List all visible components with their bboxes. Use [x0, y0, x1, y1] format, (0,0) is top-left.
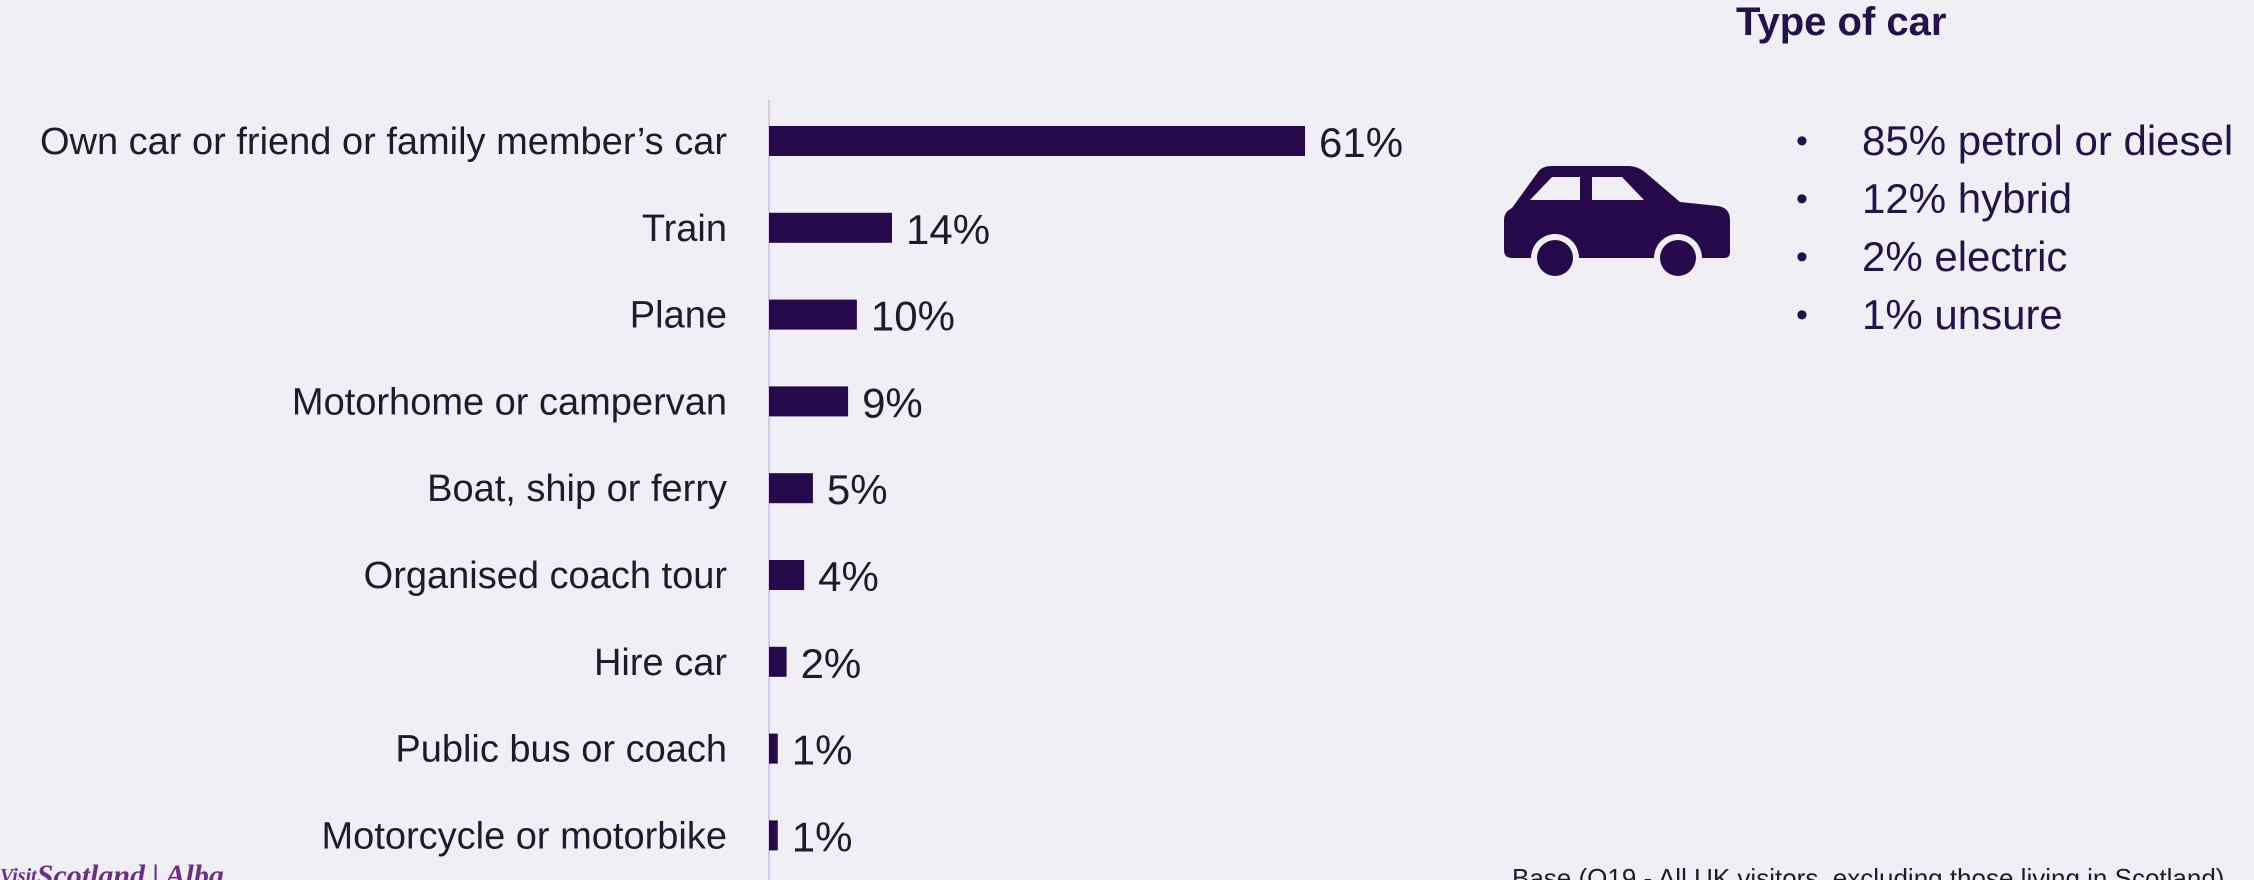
value-label: 2% — [801, 640, 862, 687]
category-label: Hire car — [594, 642, 727, 684]
bar — [769, 733, 778, 764]
car-type-item: • 12% hybrid — [1796, 170, 2254, 228]
category-label: Plane — [630, 295, 727, 337]
car-type-item: • 2% electric — [1796, 228, 2254, 286]
category-label: Organised coach tour — [364, 555, 728, 597]
bar — [769, 473, 813, 504]
mode-of-transport-bar-chart: Own car or friend or family member’s car… — [40, 100, 1403, 880]
bullet-icon: • — [1796, 180, 1808, 218]
car-type-item-label: 85% petrol or diesel — [1862, 117, 2234, 164]
category-label: Own car or friend or family member’s car — [40, 121, 727, 163]
bullet-icon: • — [1796, 296, 1808, 334]
bullet-icon: • — [1796, 122, 1808, 160]
car-type-item-label: 2% electric — [1862, 233, 2068, 280]
bar — [769, 299, 857, 330]
car-type-panel: Type of car • 85% petrol or diesel • 12% h… — [1500, 0, 2254, 380]
bullet-icon: • — [1796, 238, 1808, 276]
car-type-item: • 1% unsure — [1796, 286, 2254, 344]
bar — [769, 126, 1305, 156]
logo-visit-text: Visit — [0, 865, 37, 880]
value-label: 1% — [792, 813, 853, 860]
value-label: 5% — [827, 466, 888, 513]
value-label: 4% — [818, 553, 879, 600]
bar — [769, 646, 787, 677]
category-label: Motorcycle or motorbike — [322, 815, 727, 857]
bar — [769, 386, 849, 417]
value-label: 9% — [862, 379, 923, 426]
bars-layer: Own car or friend or family member’s car… — [40, 119, 1403, 860]
value-label: 14% — [906, 206, 990, 253]
car-type-item-label: 1% unsure — [1862, 291, 2063, 338]
logo-text: Scotland | Alba — [36, 859, 224, 880]
value-label: 10% — [871, 293, 955, 340]
car-type-title: Type of car — [1736, 0, 1947, 44]
bar — [769, 560, 805, 590]
car-type-item: • 85% petrol or diesel — [1796, 112, 2254, 170]
value-label: 1% — [792, 727, 853, 774]
category-label: Boat, ship or ferry — [427, 468, 727, 510]
base-footnote: Base (Q19 - All UK visitors, excluding t… — [1512, 863, 2225, 880]
car-icon — [1504, 166, 1730, 282]
category-label: Public bus or coach — [395, 729, 727, 771]
car-type-item-label: 12% hybrid — [1862, 175, 2073, 222]
value-label: 61% — [1319, 119, 1403, 166]
visitscotland-logo: VisitScotland | Alba — [0, 858, 320, 880]
bar — [769, 212, 893, 243]
car-type-list: • 85% petrol or diesel • 12% hybrid • 2% el… — [1796, 112, 2254, 344]
bar — [769, 820, 778, 851]
category-label: Train — [642, 208, 727, 250]
category-label: Motorhome or campervan — [292, 381, 727, 423]
